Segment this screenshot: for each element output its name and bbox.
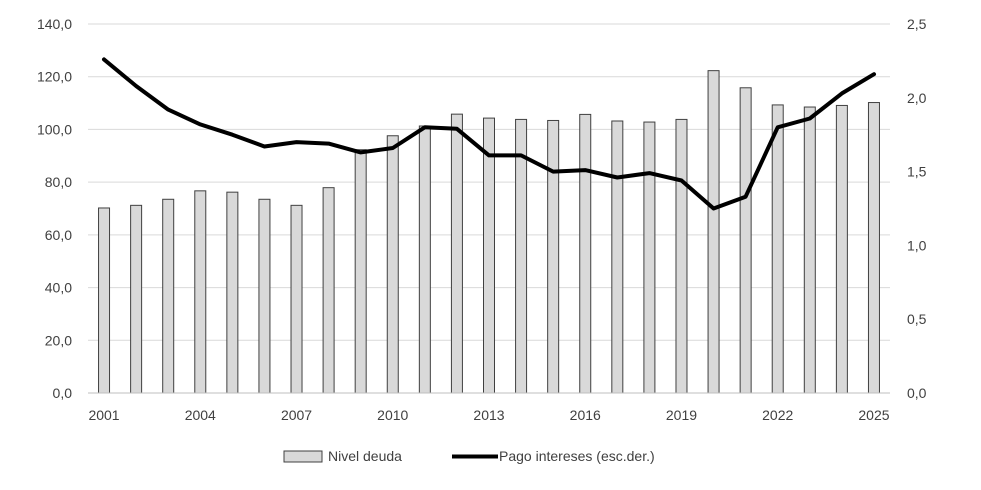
right-axis-tick-labels: 0,0 0,5 1,0 1,5 2,0 2,5 xyxy=(907,16,927,401)
x-tick-label: 2025 xyxy=(858,407,889,423)
x-tick-label: 2004 xyxy=(185,407,216,423)
left-tick-label: 0,0 xyxy=(53,385,73,401)
line-pago-intereses xyxy=(102,57,876,211)
bar-2009 xyxy=(354,149,367,394)
bar-2020 xyxy=(707,70,720,394)
bar-2013 xyxy=(483,117,495,394)
line-series-pago-intereses xyxy=(102,57,876,211)
x-tick-label: 2016 xyxy=(570,407,601,423)
left-axis-tick-labels: 0,0 20,0 40,0 60,0 80,0 100,0 120,0 140,0 xyxy=(37,16,72,401)
legend-swatch-nivel-deuda xyxy=(283,450,323,463)
bar-2024 xyxy=(835,104,848,394)
bar-2016 xyxy=(579,113,592,394)
legend-label-pago-intereses: Pago intereses (esc.der.) xyxy=(499,448,655,464)
x-axis-tick-labels: 2001 2004 2007 2010 2013 2016 2019 2022 2025 xyxy=(88,407,889,423)
bar-2018 xyxy=(643,121,656,394)
bar-series-nivel-deuda xyxy=(98,70,880,394)
legend-label-nivel-deuda: Nivel deuda xyxy=(328,448,402,464)
left-tick-label: 100,0 xyxy=(37,121,72,137)
bar-2011 xyxy=(418,125,431,394)
bar-2004 xyxy=(194,190,207,394)
bar-2008 xyxy=(322,187,335,394)
bar-2023 xyxy=(803,106,816,394)
bar-2012 xyxy=(450,113,463,394)
right-tick-label: 2,0 xyxy=(907,90,927,106)
bar-2010 xyxy=(386,135,399,394)
x-tick-label: 2019 xyxy=(666,407,697,423)
right-tick-label: 1,5 xyxy=(907,164,927,180)
left-tick-label: 60,0 xyxy=(45,227,72,243)
x-tick-label: 2013 xyxy=(473,407,504,423)
bar-2014 xyxy=(515,118,528,394)
right-tick-label: 0,0 xyxy=(907,385,927,401)
bar-2025 xyxy=(867,102,880,394)
bar-2015 xyxy=(547,119,560,394)
x-tick-label: 2001 xyxy=(88,407,119,423)
x-tick-label: 2007 xyxy=(281,407,312,423)
left-tick-label: 80,0 xyxy=(45,174,72,190)
bar-2019 xyxy=(675,118,688,394)
x-tick-label: 2010 xyxy=(377,407,408,423)
right-tick-label: 2,5 xyxy=(907,16,927,32)
right-tick-label: 1,0 xyxy=(907,237,927,253)
bar-2022 xyxy=(771,104,784,394)
legend: Nivel deuda Pago intereses (esc.der.) xyxy=(283,448,655,464)
left-tick-label: 120,0 xyxy=(37,69,72,85)
bar-2017 xyxy=(611,120,624,394)
left-tick-label: 20,0 xyxy=(45,332,72,348)
left-tick-label: 40,0 xyxy=(45,280,72,296)
bar-2007 xyxy=(290,204,303,394)
bar-2001 xyxy=(98,207,111,394)
left-tick-label: 140,0 xyxy=(37,16,72,32)
bar-2002 xyxy=(130,204,143,394)
bar-2021 xyxy=(739,87,752,394)
right-tick-label: 0,5 xyxy=(907,311,927,327)
x-tick-label: 2022 xyxy=(762,407,793,423)
bar-2005 xyxy=(226,191,239,394)
bar-2006 xyxy=(258,198,271,394)
bar-2003 xyxy=(162,198,175,394)
